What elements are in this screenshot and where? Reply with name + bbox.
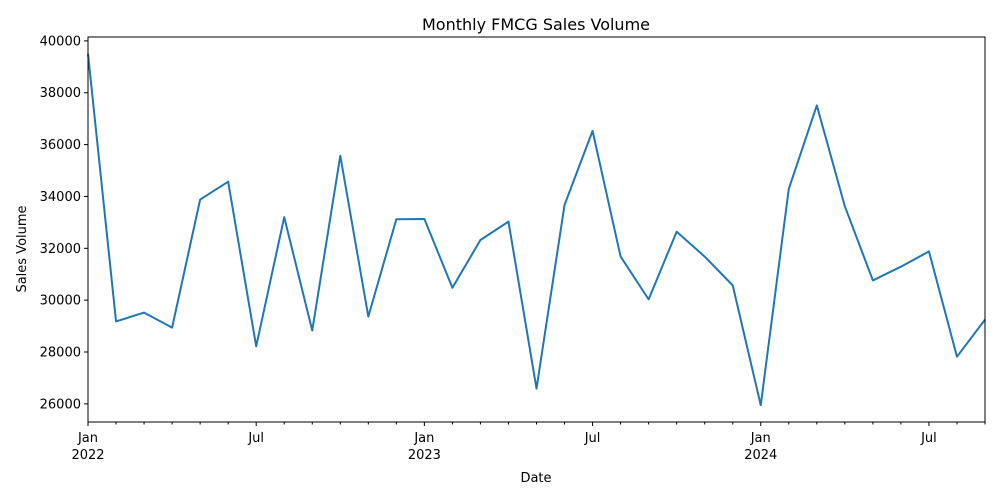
- x-tick-label: Jan: [77, 431, 98, 446]
- y-tick-label: 40000: [40, 34, 81, 49]
- x-tick-year-label: 2022: [71, 448, 104, 463]
- series-line: [87, 53, 986, 407]
- plot-frame: [87, 36, 986, 423]
- x-axis-title: Date: [520, 471, 551, 486]
- y-tick-label: 30000: [40, 294, 81, 309]
- x-axis: Jan 2022 Jul Jan 2023 Jul Jan 2024 Jul: [71, 422, 986, 463]
- x-tick-label: Jul: [920, 431, 937, 446]
- y-tick-label: 34000: [40, 190, 81, 205]
- x-tick-label: Jan: [413, 431, 434, 446]
- x-tick-label: Jul: [247, 431, 264, 446]
- y-axis-title: Sales Volume: [15, 205, 30, 292]
- y-axis: 26000 28000 30000 32000 34000 36000 38000 40000: [40, 34, 88, 412]
- x-tick-year-label: 2024: [744, 448, 777, 463]
- y-tick-label: 32000: [40, 242, 81, 257]
- y-tick-label: 36000: [40, 138, 81, 153]
- x-tick-label: Jan: [750, 431, 771, 446]
- chart-title: Monthly FMCG Sales Volume: [422, 15, 650, 34]
- y-tick-label: 26000: [40, 397, 81, 412]
- x-tick-label: Jul: [584, 431, 601, 446]
- y-tick-label: 38000: [40, 86, 81, 101]
- y-tick-label: 28000: [40, 346, 81, 361]
- plot-area: [87, 53, 986, 407]
- x-tick-year-label: 2023: [408, 448, 441, 463]
